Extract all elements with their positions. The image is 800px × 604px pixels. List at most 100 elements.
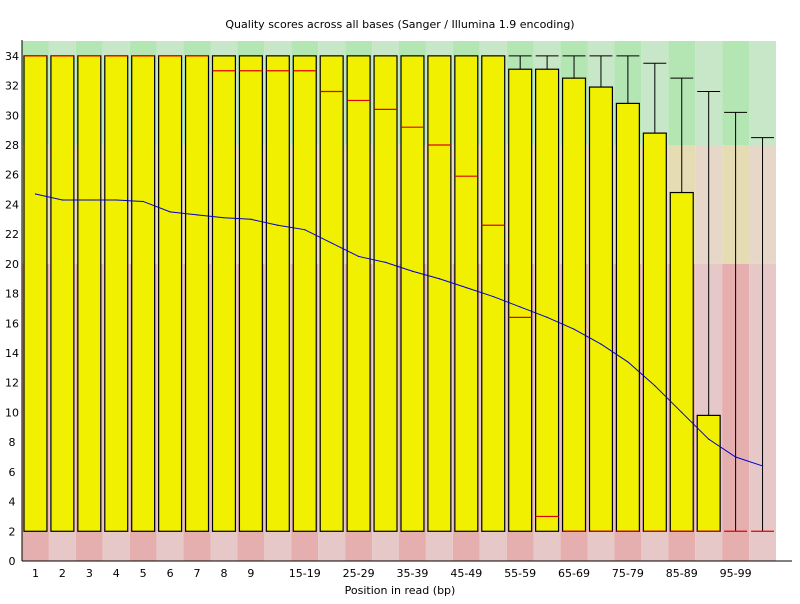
box-6 [184,55,210,532]
x-tick-label: 35-39 [396,567,428,580]
iqr-box [454,55,479,532]
box-2 [77,55,102,532]
box-11 [319,55,344,532]
box-12 [346,55,371,532]
mean-point [761,465,764,467]
mean-point [654,385,656,387]
x-tick-label: 15-19 [289,567,321,580]
mean-point [438,278,440,280]
mean-point [331,242,333,244]
y-tick-label: 16 [5,317,19,330]
box-22 [615,55,640,532]
box-0 [23,55,48,532]
iqr-box [23,55,48,532]
mean-point [277,224,279,226]
y-tick-label: 2 [9,525,16,538]
x-tick-label: 5 [140,567,147,580]
iqr-box [588,86,614,532]
y-tick-label: 20 [5,258,19,271]
box-21 [588,55,614,532]
mean-point [61,199,63,201]
box-16 [454,55,479,532]
mean-point [115,199,117,201]
box-17 [481,55,506,532]
iqr-box [561,77,587,532]
mean-point [411,270,414,272]
box-1 [50,55,75,532]
iqr-box [346,55,371,532]
mean-point [34,193,37,195]
iqr-box [238,55,263,532]
boxes [23,55,774,532]
y-tick-label: 10 [5,406,19,419]
iqr-box [158,55,183,532]
iqr-box [77,55,102,532]
mean-point [573,328,575,330]
iqr-box [373,55,398,532]
mean-point [600,343,602,345]
y-tick-label: 24 [5,198,19,211]
iqr-box [131,55,156,532]
x-tick-label: 55-59 [504,567,536,580]
y-tick-label: 14 [5,347,19,360]
mean-point [142,200,144,203]
y-tick-label: 32 [5,80,19,93]
mean-point [223,217,225,219]
x-tick-label: 4 [113,567,120,580]
box-23 [642,62,667,532]
x-tick-label: 3 [86,567,93,580]
box-19 [535,55,560,532]
iqr-box [292,55,317,532]
iqr-box [508,68,533,532]
mean-point [546,316,548,318]
iqr-box [481,55,506,532]
mean-line [35,193,763,467]
y-tick-label: 4 [9,496,16,509]
mean-point [88,199,90,201]
x-tick-label: 95-99 [720,567,752,580]
box-24 [669,77,694,532]
box-5 [158,55,183,532]
x-tick-label: 7 [194,567,201,580]
x-tick-label: 45-49 [450,567,482,580]
x-tick-label: 8 [220,567,227,580]
iqr-box [104,55,129,532]
x-tick-label: 65-69 [558,567,590,580]
mean-point [627,361,629,363]
iqr-box [211,55,237,532]
iqr-box [696,414,721,532]
mean-point [708,438,710,440]
mean-line-group [34,193,764,467]
mean-point [492,295,494,298]
box-13 [373,55,398,532]
y-tick-label: 0 [9,555,16,568]
mean-point [250,218,252,220]
x-tick-label: 1 [32,567,39,580]
box-10 [292,55,317,532]
box-26 [724,111,748,532]
box-4 [131,55,156,532]
mean-point [735,456,737,458]
iqr-box [184,55,210,532]
mean-point [384,261,387,263]
iqr-box [265,55,290,532]
iqr-box [615,102,640,532]
y-tick-label: 30 [5,109,19,122]
mean-point [519,306,521,308]
y-tick-label: 6 [9,466,16,479]
iqr-box [400,55,425,532]
iqr-box [669,191,694,532]
x-tick-label: 9 [247,567,254,580]
box-15 [427,55,452,532]
x-tick-label: 75-79 [612,567,644,580]
mean-point [196,214,198,216]
x-tick-label: 25-29 [343,567,375,580]
mean-point [304,229,306,231]
x-tick-label: 2 [59,567,66,580]
chart-title: Quality scores across all bases (Sanger … [225,18,574,31]
box-9 [265,55,290,532]
x-axis-label: Position in read (bp) [345,584,456,597]
box-7 [211,55,237,532]
y-tick-label: 12 [5,377,19,390]
